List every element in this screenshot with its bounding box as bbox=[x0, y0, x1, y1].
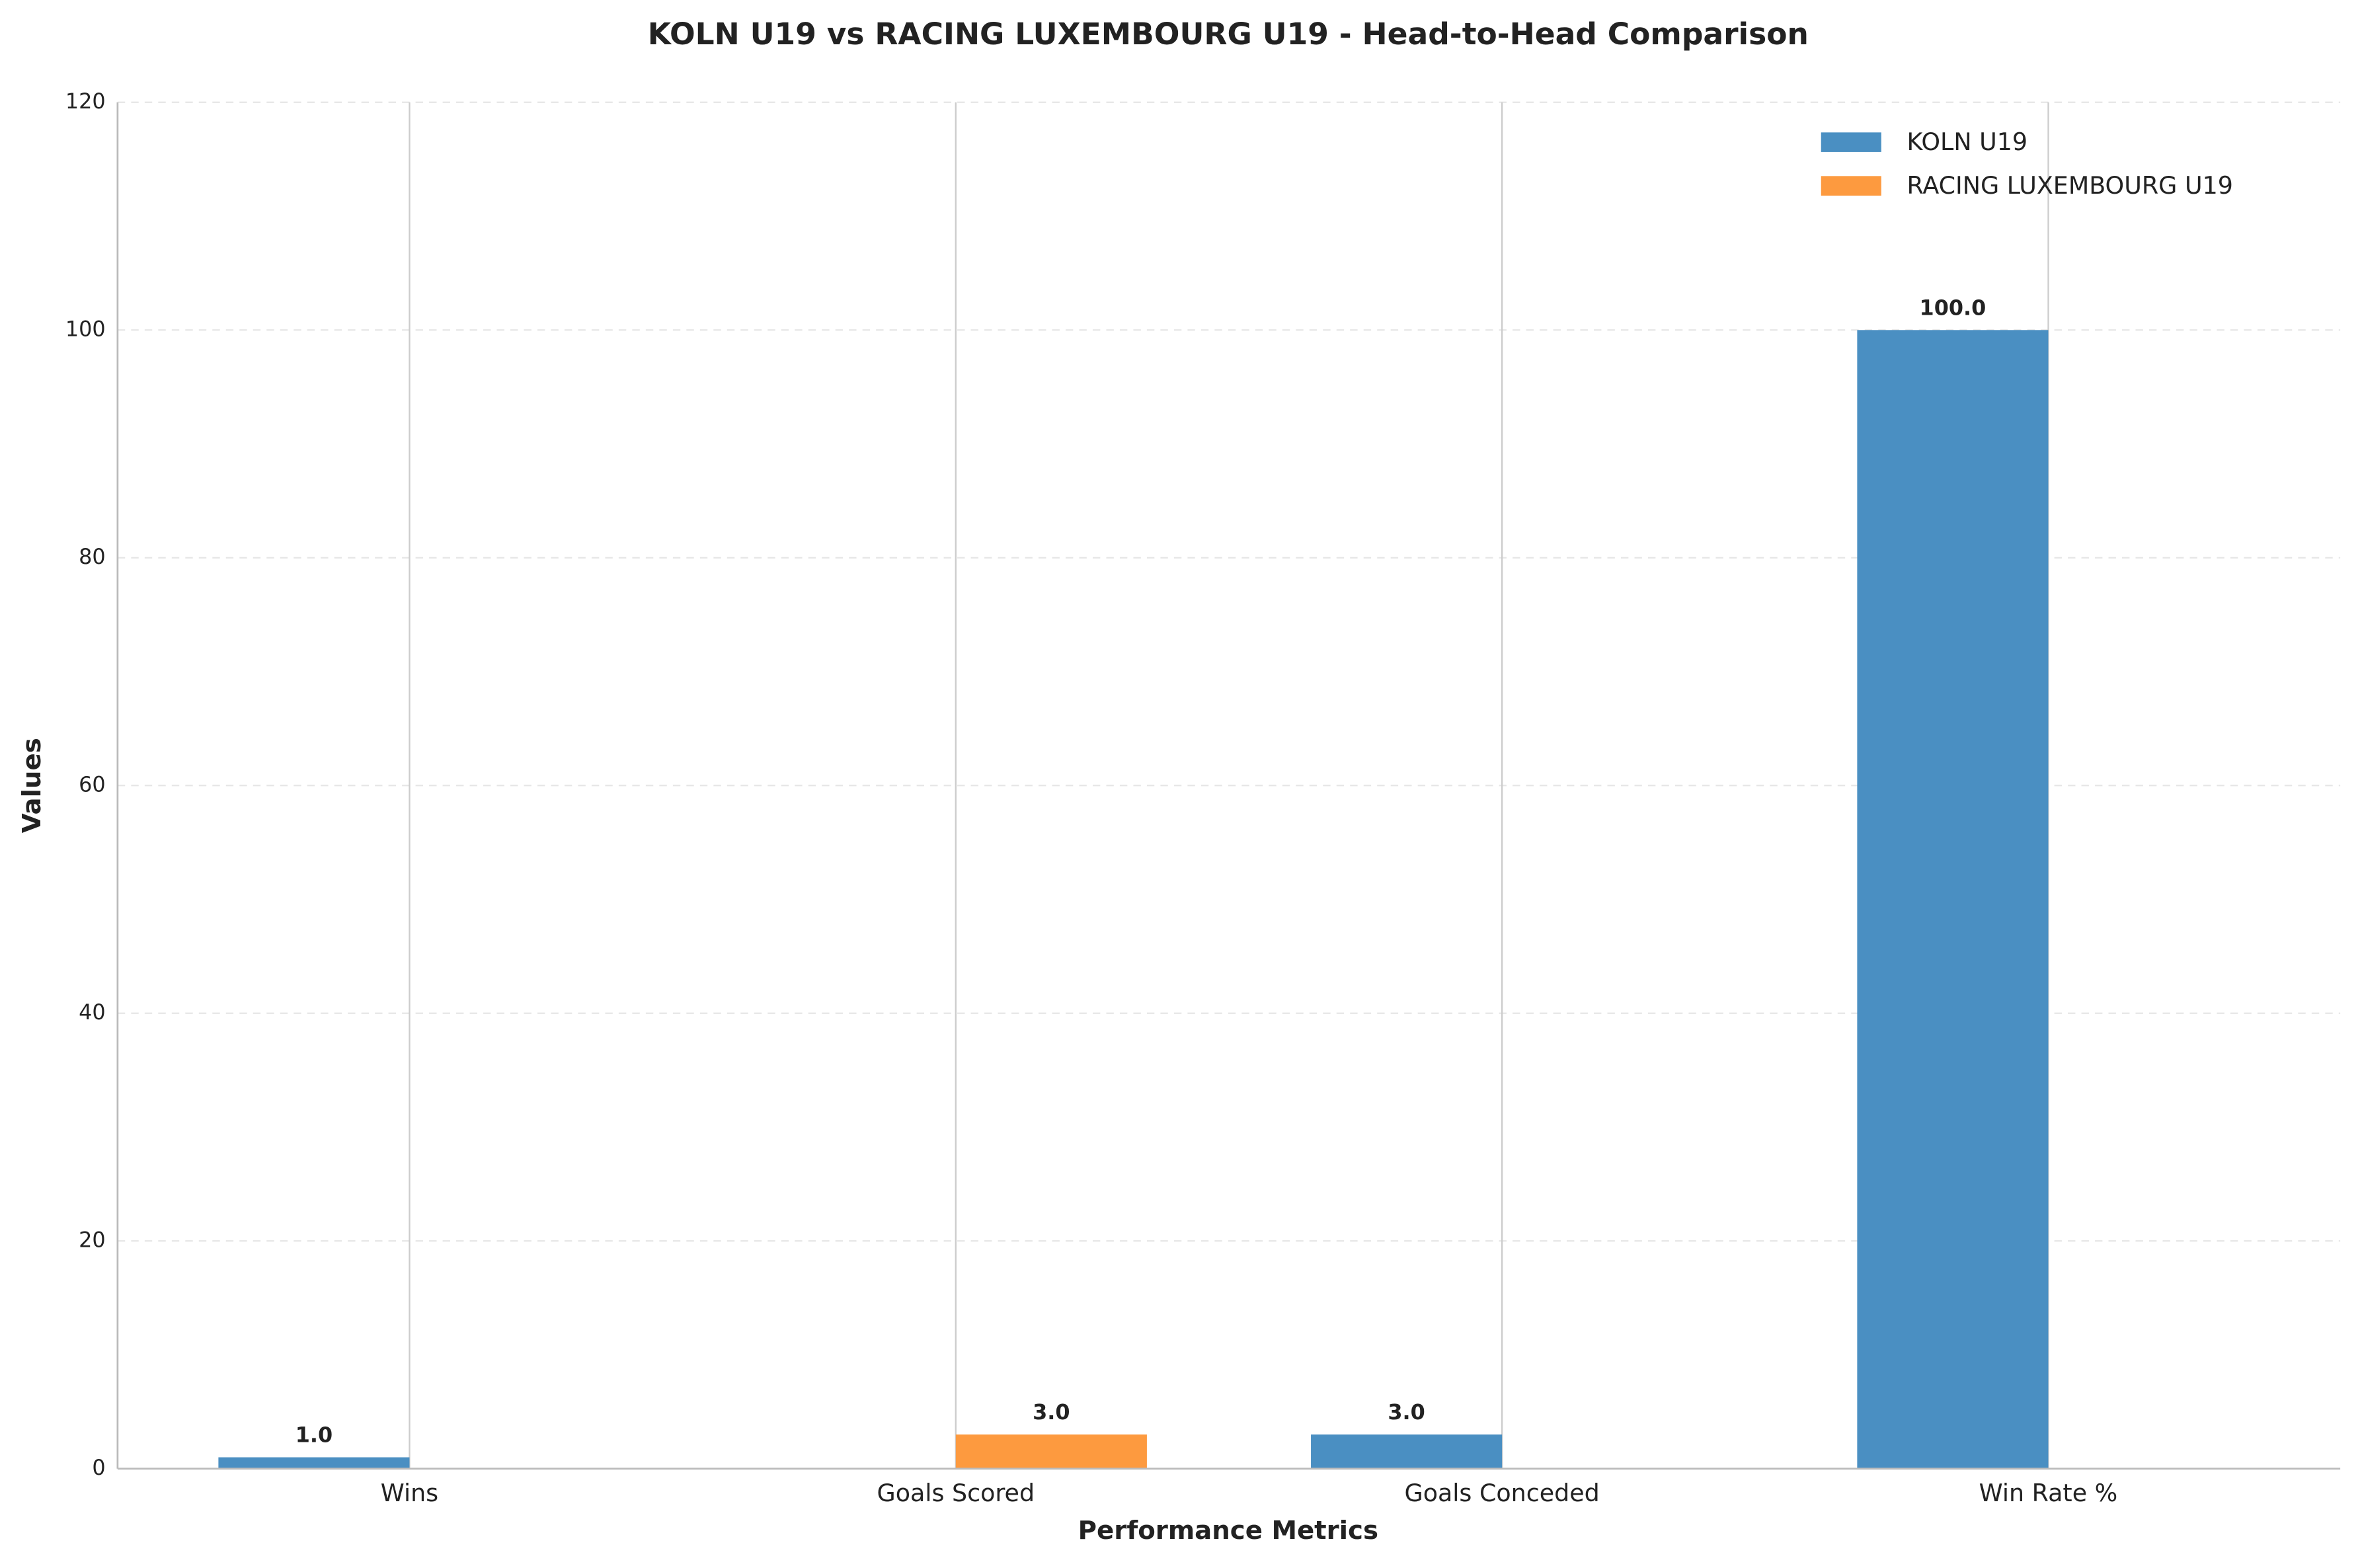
legend-label: RACING LUXEMBOURG U19 bbox=[1907, 171, 2232, 200]
y-tick-label: 120 bbox=[65, 89, 106, 114]
x-tick-label: Goals Scored bbox=[877, 1479, 1035, 1507]
value-label: 3.0 bbox=[1033, 1399, 1070, 1425]
value-label: 1.0 bbox=[295, 1423, 333, 1448]
x-tick-label: Wins bbox=[381, 1479, 438, 1507]
bar bbox=[1311, 1434, 1503, 1469]
legend-swatch bbox=[1821, 132, 1881, 152]
y-axis-label: Values bbox=[17, 738, 47, 833]
y-tick-label: 20 bbox=[79, 1227, 106, 1252]
plot-area: 0 20 40 60 80 100 120 Wins Goals Scored Goals Con… bbox=[65, 89, 2341, 1507]
legend-label: KOLN U19 bbox=[1907, 128, 2027, 156]
x-tick-label: Goals Conceded bbox=[1405, 1479, 1600, 1507]
bar bbox=[955, 1434, 1147, 1469]
x-tick-label: Win Rate % bbox=[1979, 1479, 2118, 1507]
y-tick-label: 0 bbox=[92, 1455, 105, 1480]
y-tick-label: 80 bbox=[79, 544, 106, 569]
x-axis-label: Performance Metrics bbox=[1078, 1516, 1378, 1546]
value-label: 3.0 bbox=[1388, 1399, 1425, 1425]
value-label: 100.0 bbox=[1920, 295, 1986, 320]
legend-swatch bbox=[1821, 176, 1881, 196]
bar bbox=[218, 1457, 410, 1469]
bar bbox=[1857, 330, 2049, 1469]
chart-title: KOLN U19 vs RACING LUXEMBOURG U19 - Head… bbox=[648, 17, 1809, 52]
y-tick-label: 100 bbox=[65, 316, 106, 341]
y-tick-label: 40 bbox=[79, 1000, 106, 1025]
y-tick-label: 60 bbox=[79, 771, 106, 797]
